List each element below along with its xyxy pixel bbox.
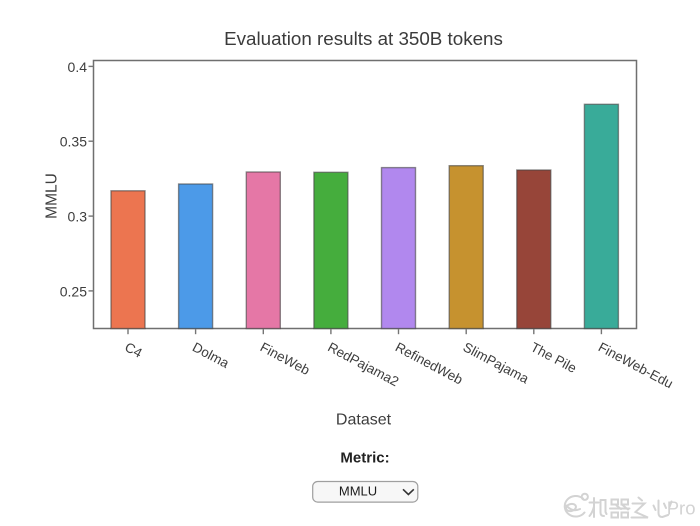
svg-text:C4: C4 [122,339,145,361]
svg-text:0.25: 0.25 [60,283,87,299]
svg-text:Pro: Pro [667,498,696,519]
svg-text:MMLU: MMLU [339,484,377,499]
svg-text:Evaluation results at 350B tok: Evaluation results at 350B tokens [224,28,503,49]
svg-text:MMLU: MMLU [43,173,60,219]
svg-text:Dataset: Dataset [336,411,392,428]
svg-text:0.35: 0.35 [60,134,87,150]
svg-text:Metric:: Metric: [340,450,389,467]
svg-text:0.3: 0.3 [68,209,88,225]
svg-text:0.4: 0.4 [68,59,88,75]
